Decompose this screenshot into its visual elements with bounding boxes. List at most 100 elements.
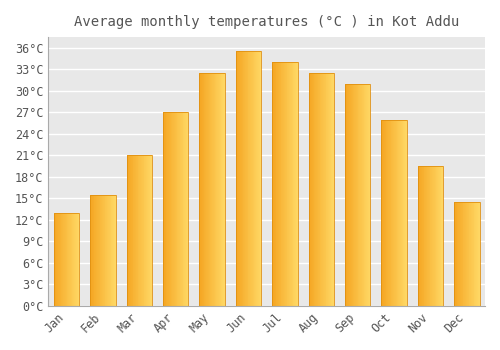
Bar <box>456 202 458 306</box>
Bar <box>236 51 261 306</box>
Bar <box>184 112 185 306</box>
Bar <box>72 213 74 306</box>
Bar <box>135 155 136 306</box>
Bar <box>310 73 311 306</box>
Bar <box>214 73 216 306</box>
Bar <box>424 166 426 306</box>
Bar <box>113 195 114 306</box>
Bar <box>207 73 208 306</box>
Bar <box>245 51 246 306</box>
Bar <box>472 202 474 306</box>
Bar <box>168 112 169 306</box>
Bar <box>395 119 396 306</box>
Bar <box>101 195 102 306</box>
Bar <box>322 73 323 306</box>
Bar <box>129 155 130 306</box>
Bar <box>248 51 250 306</box>
Bar <box>256 51 257 306</box>
Bar <box>238 51 239 306</box>
Bar <box>163 112 164 306</box>
Bar <box>348 84 349 306</box>
Bar <box>454 202 455 306</box>
Bar <box>355 84 356 306</box>
Bar <box>103 195 104 306</box>
Bar <box>224 73 225 306</box>
Bar <box>401 119 402 306</box>
Bar <box>274 62 276 306</box>
Bar <box>201 73 202 306</box>
Bar <box>434 166 436 306</box>
Bar <box>222 73 223 306</box>
Bar <box>272 62 297 306</box>
Bar <box>110 195 112 306</box>
Bar <box>350 84 351 306</box>
Bar <box>314 73 316 306</box>
Bar <box>358 84 360 306</box>
Bar <box>251 51 252 306</box>
Bar <box>241 51 242 306</box>
Bar <box>283 62 284 306</box>
Bar <box>433 166 434 306</box>
Bar <box>114 195 115 306</box>
Bar <box>212 73 213 306</box>
Bar <box>200 73 201 306</box>
Bar <box>317 73 318 306</box>
Bar <box>128 155 129 306</box>
Bar <box>430 166 432 306</box>
Bar <box>405 119 406 306</box>
Bar <box>107 195 108 306</box>
Bar <box>388 119 389 306</box>
Bar <box>345 84 370 306</box>
Bar <box>242 51 244 306</box>
Bar <box>142 155 144 306</box>
Bar <box>367 84 368 306</box>
Bar <box>126 155 152 306</box>
Bar <box>144 155 146 306</box>
Bar <box>382 119 383 306</box>
Bar <box>294 62 295 306</box>
Bar <box>208 73 210 306</box>
Bar <box>421 166 422 306</box>
Bar <box>390 119 392 306</box>
Bar <box>137 155 138 306</box>
Bar <box>58 213 59 306</box>
Bar <box>461 202 462 306</box>
Bar <box>244 51 245 306</box>
Bar <box>151 155 152 306</box>
Bar <box>311 73 312 306</box>
Bar <box>93 195 94 306</box>
Bar <box>204 73 206 306</box>
Bar <box>426 166 427 306</box>
Bar <box>320 73 322 306</box>
Bar <box>465 202 466 306</box>
Bar <box>439 166 440 306</box>
Bar <box>478 202 480 306</box>
Bar <box>146 155 147 306</box>
Bar <box>173 112 174 306</box>
Bar <box>78 213 80 306</box>
Bar <box>64 213 65 306</box>
Bar <box>351 84 352 306</box>
Bar <box>130 155 131 306</box>
Bar <box>102 195 103 306</box>
Bar <box>387 119 388 306</box>
Bar <box>236 51 238 306</box>
Bar <box>477 202 478 306</box>
Bar <box>308 73 310 306</box>
Bar <box>131 155 132 306</box>
Bar <box>326 73 327 306</box>
Bar <box>210 73 212 306</box>
Bar <box>169 112 170 306</box>
Bar <box>68 213 69 306</box>
Bar <box>74 213 75 306</box>
Bar <box>368 84 370 306</box>
Bar <box>179 112 180 306</box>
Bar <box>97 195 98 306</box>
Bar <box>400 119 401 306</box>
Bar <box>393 119 394 306</box>
Bar <box>386 119 387 306</box>
Bar <box>223 73 224 306</box>
Bar <box>98 195 100 306</box>
Bar <box>136 155 137 306</box>
Bar <box>54 213 80 306</box>
